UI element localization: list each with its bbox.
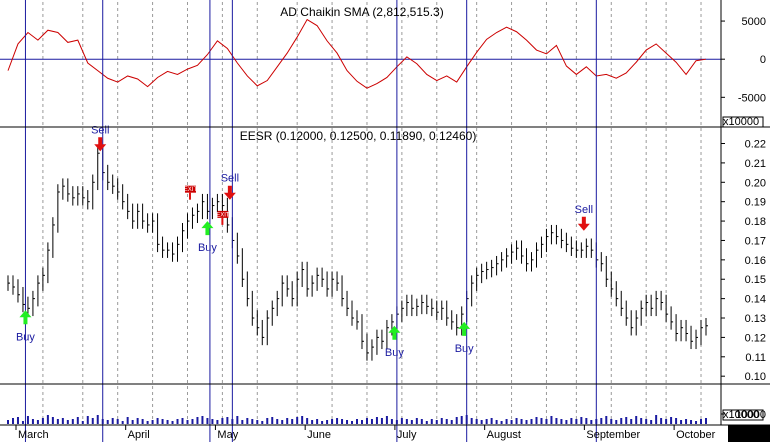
y-tick-label: 0.19: [745, 197, 766, 209]
sell-arrow: [94, 137, 107, 152]
buy-arrow: [458, 321, 471, 336]
y-tick-label: 10000: [735, 409, 766, 421]
price-title: EESR (0.12000, 0.12500, 0.11890, 0.12460…: [240, 129, 477, 143]
y-tick-label: 0: [760, 54, 766, 66]
y-tick-label: 0.14: [745, 294, 766, 306]
unit-box: [722, 409, 764, 421]
month-label: April: [128, 429, 150, 441]
buy-label: Buy: [16, 331, 35, 343]
y-tick-label: 0.17: [745, 235, 766, 247]
y-tick-label: 0.16: [745, 255, 766, 267]
indicator-title: AD Chaikin SMA (2,812,515.3): [280, 5, 443, 19]
y-tick-label: 0.10: [745, 371, 766, 383]
y-tick-label: 0.20: [745, 177, 766, 189]
y-tick-label: 0.15: [745, 274, 766, 286]
month-label: September: [586, 429, 640, 441]
y-tick-label: 5000: [742, 16, 766, 28]
buy-arrow: [388, 325, 401, 340]
vertical-gridlines: [42, 2, 702, 424]
exit-label: EXIT: [216, 212, 230, 218]
month-label: July: [397, 429, 417, 441]
y-tick-label: 0.21: [745, 158, 766, 170]
month-label: October: [676, 429, 715, 441]
y-tick-label: 0.22: [745, 139, 766, 151]
sell-label: Sell: [91, 124, 109, 136]
ad-chaikin-series: [7, 18, 707, 89]
y-tick-label: -5000: [738, 92, 766, 104]
y-tick-label: 0.11: [745, 352, 766, 364]
x-axis-months: March April May June July August September Octo…: [15, 425, 716, 441]
month-label: May: [217, 429, 238, 441]
sell-label: Sell: [221, 173, 239, 185]
corner-block: [728, 425, 770, 442]
buy-arrow: [201, 221, 214, 236]
sell-arrow: [223, 185, 236, 200]
month-label: August: [487, 429, 521, 441]
y-tick-label: 0.18: [745, 216, 766, 228]
price-bars: [7, 145, 708, 361]
signal-lines: [24, 0, 597, 442]
sell-label: Sell: [575, 204, 593, 216]
exit-box: [184, 185, 196, 193]
indicator-line: [7, 18, 707, 89]
buy-label: Buy: [385, 347, 404, 359]
month-label: March: [18, 429, 49, 441]
buy-label: Buy: [198, 242, 217, 254]
buy-arrow: [19, 310, 32, 325]
unit-box: [722, 116, 764, 128]
y-tick-label: 0.12: [745, 332, 766, 344]
exit-box: [217, 210, 229, 218]
volume-unit-label: x10000: [723, 409, 759, 421]
y-tick-label: 0.13: [745, 313, 766, 325]
indicator-unit-label: x10000: [723, 116, 759, 128]
exit-label: EXIT: [184, 187, 198, 193]
y-axis-ticks: 5000 0 -5000 0.22 0.21 0.20 0.19 0.18 0.17 0.16 0.…: [721, 16, 766, 421]
month-label: June: [307, 429, 331, 441]
buy-label: Buy: [455, 343, 474, 355]
sell-arrow: [577, 216, 590, 231]
